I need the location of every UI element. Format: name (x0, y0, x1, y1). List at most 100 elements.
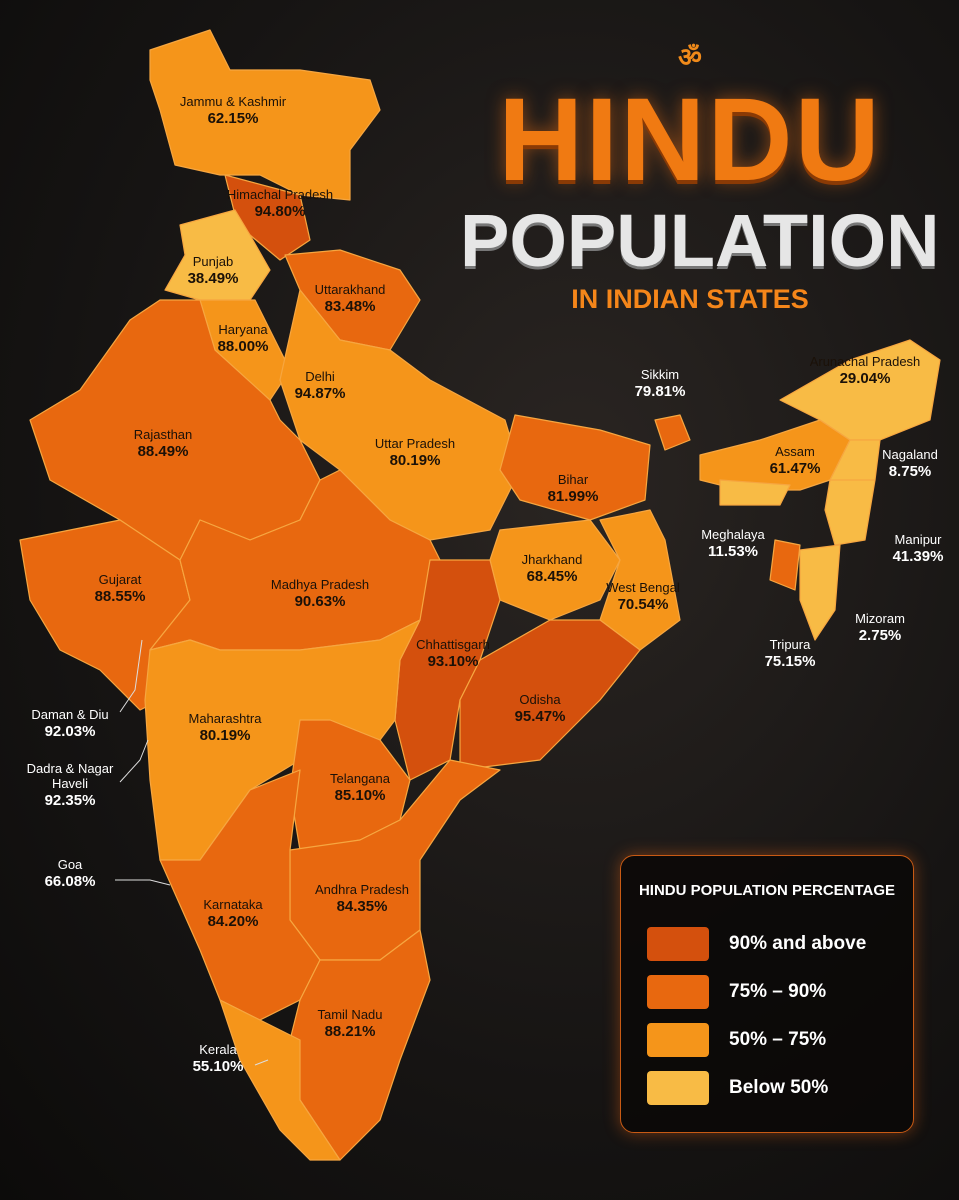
state-name: Arunachal Pradesh (809, 354, 921, 369)
state-label: Dadra & Nagar Haveli 92.35% (15, 761, 125, 809)
legend-item: Below 50% (647, 1070, 828, 1106)
state-value: 88.49% (137, 442, 189, 460)
state-label: Tripura 75.15% (730, 637, 850, 670)
state-value: 80.19% (389, 451, 441, 469)
state-name: Mizoram (855, 611, 905, 626)
state-name: Dadra & Nagar Haveli (26, 761, 114, 791)
state-label: Maharashtra 80.19% (165, 711, 285, 744)
state-label: Nagaland 8.75% (865, 447, 955, 480)
state-label: Telangana 85.10% (300, 771, 420, 804)
legend-swatch (647, 927, 709, 961)
state-value: 92.03% (44, 722, 96, 740)
state-name: Jharkhand (521, 552, 583, 567)
state-name: Daman & Diu (31, 707, 109, 722)
om-symbol: ॐ (678, 42, 702, 72)
state-value: 88.55% (94, 587, 146, 605)
state-value: 80.19% (199, 726, 251, 744)
state-value: 84.20% (207, 912, 259, 930)
state-value: 62.15% (207, 109, 259, 127)
state-value: 88.00% (217, 337, 269, 355)
subtitle: IN INDIAN STATES (571, 284, 809, 314)
state-name: Sikkim (640, 367, 680, 382)
state-label: West Bengal 70.54% (583, 580, 703, 613)
state-name: Madhya Pradesh (270, 577, 370, 592)
state-value: 81.99% (547, 487, 599, 505)
state-name: Assam (775, 444, 815, 459)
state-name: Telangana (330, 771, 390, 786)
state-label: Uttar Pradesh 80.19% (355, 436, 475, 469)
state-value: 2.75% (858, 626, 902, 644)
state-value: 38.49% (187, 269, 239, 287)
state-name: Goa (57, 857, 83, 872)
state-label: Daman & Diu 92.03% (10, 707, 130, 740)
state-value: 8.75% (888, 462, 932, 480)
state-name: Chhattisgarh (416, 637, 490, 652)
legend-label: Below 50% (729, 1077, 829, 1098)
state-name: Uttar Pradesh (374, 436, 456, 451)
state-name: Haryana (218, 322, 268, 337)
legend-label: 75% – 90% (729, 981, 827, 1002)
state-value: 29.04% (839, 369, 891, 387)
state-value: 55.10% (192, 1057, 244, 1075)
state-name: Manipur (894, 532, 942, 547)
state-name: Bihar (557, 472, 589, 487)
state-label: Goa 66.08% (10, 857, 130, 890)
state-label: Arunachal Pradesh 29.04% (805, 354, 925, 387)
state-label: Tamil Nadu 88.21% (290, 1007, 410, 1040)
state-value: 70.54% (617, 595, 669, 613)
state-name: Karnataka (203, 897, 263, 912)
state-name: Maharashtra (188, 711, 262, 726)
state-value: 41.39% (892, 547, 944, 565)
state-name: Nagaland (882, 447, 938, 462)
state-label: Karnataka 84.20% (173, 897, 293, 930)
state-name: Andhra Pradesh (315, 882, 409, 897)
state-label: Haryana 88.00% (183, 322, 303, 355)
state-value: 92.35% (44, 791, 96, 809)
state-label: Chhattisgarh 93.10% (393, 637, 513, 670)
state-label: Jammu & Kashmir 62.15% (173, 94, 293, 127)
state-label: Rajasthan 88.49% (103, 427, 223, 460)
state-label: Delhi 94.87% (260, 369, 380, 402)
state-label: Himachal Pradesh 94.80% (220, 187, 340, 220)
state-value: 79.81% (634, 382, 686, 400)
legend-swatch (647, 1023, 709, 1057)
state-value: 11.53% (707, 542, 759, 560)
state-name: Delhi (305, 369, 335, 384)
state-label: Madhya Pradesh 90.63% (260, 577, 380, 610)
state-name: West Bengal (606, 580, 680, 595)
state-name: Rajasthan (133, 427, 193, 442)
state-name: Kerala (199, 1042, 237, 1057)
state-value: 88.21% (324, 1022, 376, 1040)
state-value: 83.48% (324, 297, 376, 315)
state-label: Sikkim 79.81% (600, 367, 720, 400)
legend-swatch (647, 1071, 709, 1105)
state-value: 68.45% (526, 567, 578, 585)
state-label: Kerala 55.10% (158, 1042, 278, 1075)
legend-swatch (647, 975, 709, 1009)
state-value: 61.47% (769, 459, 821, 477)
legend-item: 75% – 90% (647, 974, 826, 1010)
state-label: Manipur 41.39% (873, 532, 959, 565)
title-line-2: POPULATION (460, 199, 940, 282)
state-name: Meghalaya (701, 527, 765, 542)
state-name: Tamil Nadu (317, 1007, 383, 1022)
state-value: 66.08% (44, 872, 96, 890)
state-label: Meghalaya 11.53% (673, 527, 793, 560)
state-value: 75.15% (764, 652, 816, 670)
state-name: Gujarat (98, 572, 142, 587)
legend-title: HINDU POPULATION PERCENTAGE (638, 882, 896, 899)
state-label: Uttarakhand 83.48% (290, 282, 410, 315)
state-label: Andhra Pradesh 84.35% (302, 882, 422, 915)
state-label: Mizoram 2.75% (835, 611, 925, 644)
state-label: Gujarat 88.55% (60, 572, 180, 605)
state-label: Odisha 95.47% (480, 692, 600, 725)
legend-label: 90% and above (729, 933, 867, 954)
state-name: Odisha (519, 692, 561, 707)
legend-item: 90% and above (647, 926, 866, 962)
state-label: Bihar 81.99% (513, 472, 633, 505)
state-value: 85.10% (334, 786, 386, 804)
state-name: Uttarakhand (314, 282, 386, 297)
state-name: Tripura (769, 637, 811, 652)
state-value: 95.47% (514, 707, 566, 725)
